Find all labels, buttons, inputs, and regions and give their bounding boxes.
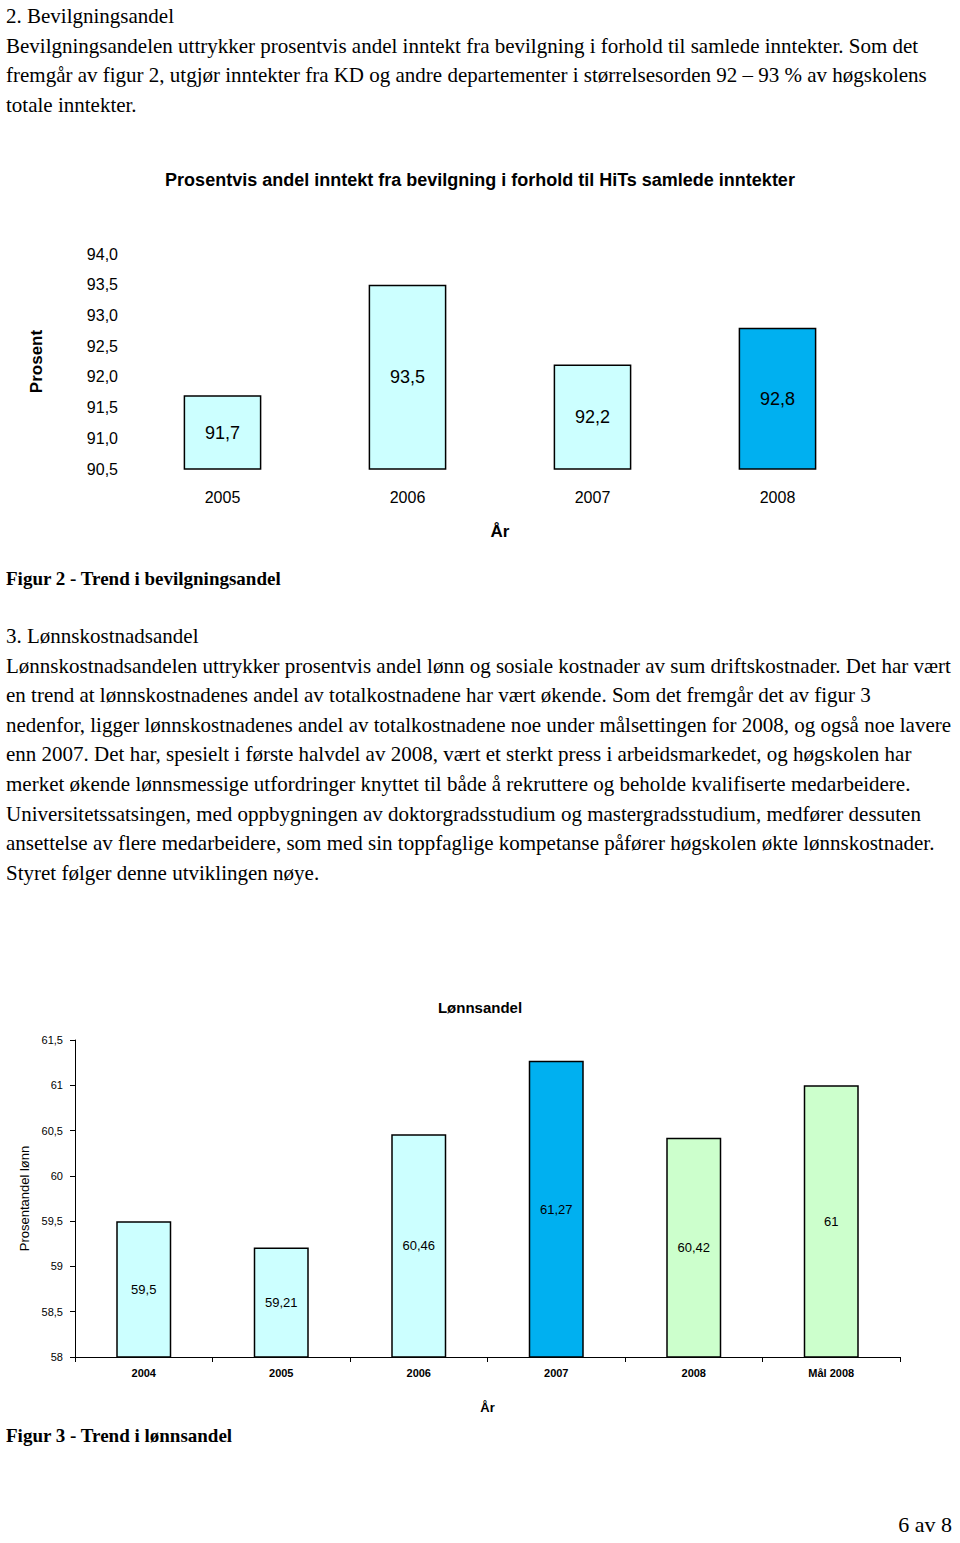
html-text:Figur 3 - Trend i lønnsandel: Figur 3 - Trend i lønnsandel [6,1425,233,1446]
html-text:6 av 8: 6 av 8 [898,1512,952,1537]
svg-text:2006: 2006 [407,1367,431,1379]
svg-text:93,0: 93,0 [87,307,118,324]
svg-text:Prosentvis andel inntekt fra b: Prosentvis andel inntekt fra bevilgning … [165,170,795,190]
svg-text:2004: 2004 [132,1367,157,1379]
svg-text:61: 61 [824,1214,838,1229]
svg-text:90,5: 90,5 [87,461,118,478]
svg-text:91,5: 91,5 [87,399,118,416]
svg-text:61,27: 61,27 [540,1202,573,1217]
svg-text:61,5: 61,5 [42,1034,63,1046]
svg-text:91,7: 91,7 [205,423,240,443]
svg-text:92,8: 92,8 [760,389,795,409]
svg-text:59,5: 59,5 [42,1215,63,1227]
svg-text:2008: 2008 [682,1367,706,1379]
svg-text:Lønnsandel: Lønnsandel [438,999,522,1016]
svg-text:60,5: 60,5 [42,1125,63,1137]
svg-text:58,5: 58,5 [42,1306,63,1318]
svg-text:2005: 2005 [269,1367,293,1379]
svg-text:År: År [480,1400,494,1415]
svg-text:59,21: 59,21 [265,1295,298,1310]
svg-text:61: 61 [51,1079,63,1091]
svg-text:2007: 2007 [544,1367,568,1379]
svg-text:2006: 2006 [390,489,426,506]
svg-text:60: 60 [51,1170,63,1182]
svg-text:60,42: 60,42 [677,1240,710,1255]
html-text:Bevilgningsandelen uttrykker p: Bevilgningsandelen uttrykker prosentvis … [6,33,927,117]
svg-text:60,46: 60,46 [402,1238,435,1253]
html-text:Lønnskostnadsandelen uttrykker: Lønnskostnadsandelen uttrykker prosentvi… [6,653,951,885]
svg-text:59,5: 59,5 [131,1282,156,1297]
svg-text:2005: 2005 [205,489,241,506]
svg-text:92,5: 92,5 [87,338,118,355]
svg-text:2007: 2007 [575,489,611,506]
svg-text:91,0: 91,0 [87,430,118,447]
html-text:2. Bevilgningsandel: 2. Bevilgningsandel [6,4,174,28]
svg-text:Prosentandel lønn: Prosentandel lønn [17,1146,32,1252]
svg-text:59: 59 [51,1260,63,1272]
svg-text:92,0: 92,0 [87,368,118,385]
svg-text:93,5: 93,5 [390,367,425,387]
svg-text:92,2: 92,2 [575,407,610,427]
html-text:3. Lønnskostnadsandel: 3. Lønnskostnadsandel [6,624,199,648]
svg-text:58: 58 [51,1351,63,1363]
svg-text:År: År [491,522,510,541]
svg-text:93,5: 93,5 [87,276,118,293]
svg-text:Mål 2008: Mål 2008 [808,1367,854,1379]
html-text:Figur 2 - Trend i bevilgningsa: Figur 2 - Trend i bevilgningsandel [6,568,281,589]
svg-text:94,0: 94,0 [87,246,118,263]
svg-text:2008: 2008 [760,489,796,506]
svg-text:Prosent: Prosent [27,330,46,394]
